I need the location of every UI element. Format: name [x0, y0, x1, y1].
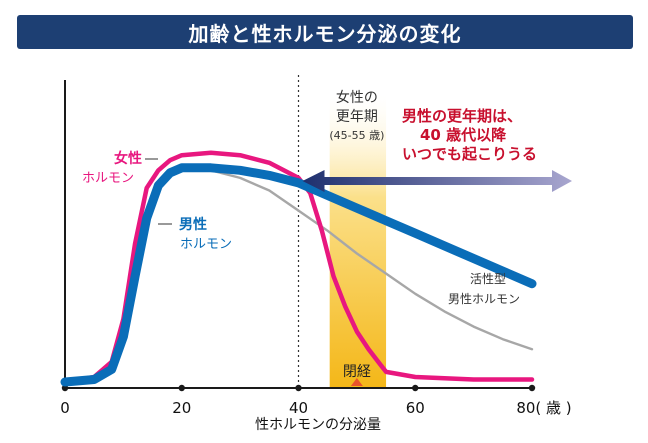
x-axis-label: 性ホルモンの分泌量	[255, 417, 381, 433]
x-tick-dot	[295, 384, 302, 392]
x-tick-label: 0	[60, 399, 70, 417]
active-male-hormone-label: 男性ホルモン	[448, 292, 520, 306]
x-tick-dot	[528, 384, 536, 392]
chart-title: 加齢と性ホルモン分泌の変化	[17, 15, 633, 49]
female-hormone-label: 女性	[114, 150, 142, 167]
menopause-label: 閉経	[343, 364, 371, 380]
menopause-marker	[350, 378, 363, 386]
x-tick-label: 60	[406, 399, 425, 417]
male-hormone-line	[60, 163, 537, 387]
menopause-band-label: 女性の	[336, 89, 378, 106]
male-menopause-note: 男性の更年期は、	[402, 107, 522, 125]
x-tick-label: 80( 歳 )	[516, 399, 571, 417]
male-menopause-arrow	[302, 170, 572, 192]
female-hormone-line	[62, 150, 535, 385]
male-menopause-note: 40 歳代以降	[420, 126, 507, 144]
x-tick-dot	[61, 384, 69, 392]
female-hormone-label: ホルモン	[82, 171, 134, 186]
x-tick-dot	[178, 384, 185, 392]
menopause-band-label: 更年期	[336, 109, 378, 125]
x-tick-label: 20	[172, 399, 191, 417]
x-tick-label: 40	[289, 399, 308, 417]
x-tick-dot	[412, 384, 419, 392]
menopause-band	[329, 95, 387, 388]
active-male-hormone-label: 活性型	[470, 272, 506, 286]
male-hormone-label: ホルモン	[180, 237, 232, 252]
male-hormone-label: 男性	[179, 216, 207, 233]
menopause-band-sublabel: (45-55 歳)	[329, 129, 384, 142]
male-menopause-note: いつでも起こりうる	[402, 145, 537, 163]
